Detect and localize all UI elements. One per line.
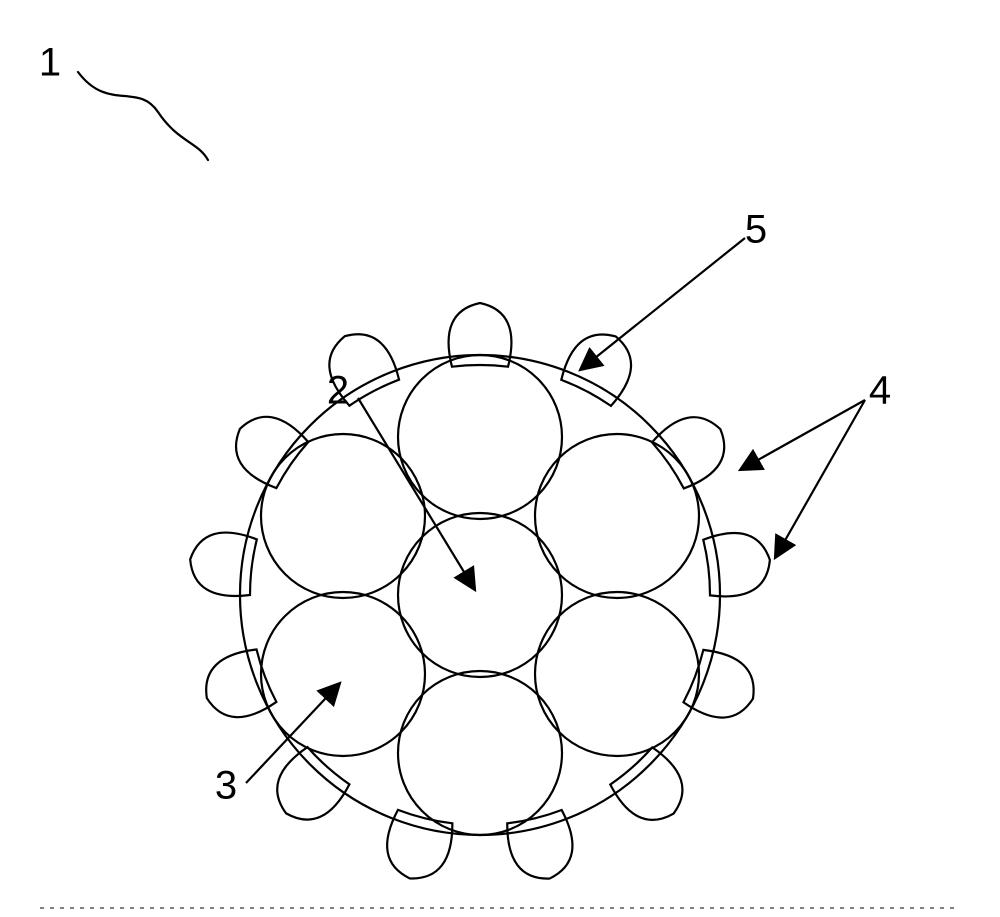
background — [0, 0, 1000, 917]
label-5: 5 — [745, 208, 767, 252]
label-4: 4 — [869, 369, 891, 413]
label-3: 3 — [215, 764, 237, 808]
label-1: 1 — [39, 41, 61, 85]
cable-cross-section-diagram: 1 2 3 4 5 — [0, 0, 1000, 917]
label-2: 2 — [327, 369, 349, 413]
